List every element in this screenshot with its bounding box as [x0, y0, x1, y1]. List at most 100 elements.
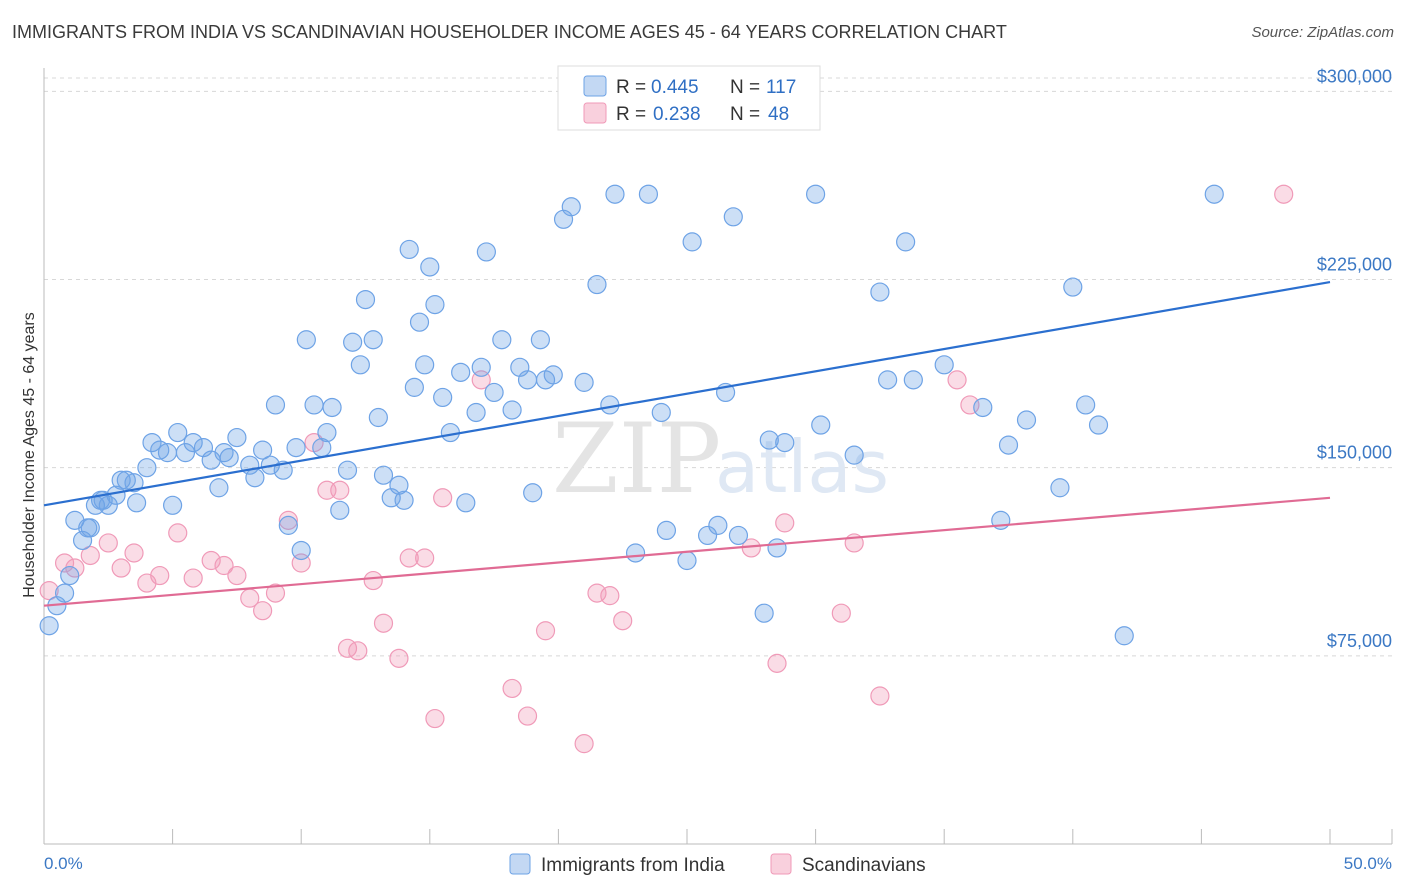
legend: R = 0.445 N = 117 R = 0.238 N = 48 — [557, 65, 821, 131]
india-point — [39, 616, 59, 636]
legend-india-r-label: R = — [616, 77, 646, 98]
india-point — [286, 438, 306, 458]
india-point — [163, 495, 183, 515]
india-point — [60, 565, 80, 586]
legend-scand-n-value: 48 — [768, 104, 789, 125]
y-axis-title: Householder Income Ages 45 - 64 years — [21, 312, 38, 598]
watermark-zip: ZIP — [552, 403, 721, 515]
india-point — [543, 365, 563, 385]
india-point — [767, 538, 787, 558]
india-point — [1063, 277, 1083, 297]
grid — [44, 77, 1392, 657]
india-point — [124, 473, 144, 493]
india-point — [1016, 410, 1037, 430]
scandinavians-point — [947, 370, 967, 390]
india-point — [373, 465, 394, 485]
india-point — [296, 330, 316, 350]
y-tick-label: $75,000 — [1327, 631, 1392, 651]
scandinavians-point — [265, 583, 286, 603]
india-point — [587, 274, 607, 295]
india-point — [844, 445, 864, 465]
india-point — [245, 468, 265, 488]
scandinavians-point — [54, 553, 75, 573]
india-point — [651, 402, 671, 423]
india-point — [1204, 184, 1224, 204]
india-point — [399, 239, 419, 260]
axes — [43, 68, 1393, 845]
india-point — [183, 432, 203, 453]
india-point — [1076, 395, 1096, 415]
india-point — [754, 603, 774, 623]
india-point — [1114, 626, 1134, 646]
india-point — [775, 432, 795, 453]
india-point — [697, 525, 718, 546]
india-point — [903, 370, 923, 390]
y-tick-label: $225,000 — [1317, 255, 1392, 275]
india-point — [219, 448, 239, 468]
bottom-legend-swatch-india — [509, 853, 531, 875]
x-tick-label-max: 50.0% — [1344, 854, 1392, 873]
india-point — [368, 407, 388, 428]
india-point — [253, 440, 273, 460]
india-point — [415, 355, 435, 375]
india-point — [420, 257, 440, 277]
legend-india-r-value: 0.445 — [651, 77, 699, 98]
legend-swatch-india — [583, 75, 607, 97]
india-point — [471, 357, 491, 377]
scandinavians-point — [389, 648, 409, 668]
india-point — [677, 550, 697, 571]
india-point — [433, 387, 453, 408]
scandinavians-point — [415, 548, 435, 568]
y-tick-label: $300,000 — [1317, 66, 1392, 86]
india-point — [998, 435, 1019, 455]
series-india-points — [39, 184, 1224, 646]
scandinavians-point — [201, 550, 221, 571]
india-point — [350, 355, 370, 375]
scandinavians-trend-line — [43, 496, 1331, 607]
india-point — [451, 362, 471, 382]
india-point — [523, 483, 543, 503]
india-point — [530, 330, 550, 350]
india-point — [389, 475, 409, 495]
india-point — [682, 232, 702, 252]
india-point — [278, 515, 298, 535]
scandinavians-point — [870, 686, 890, 706]
india-point — [168, 422, 188, 443]
india-point — [638, 184, 659, 204]
india-point — [723, 207, 743, 227]
india-point — [209, 478, 229, 498]
y-tick-label: $150,000 — [1317, 443, 1392, 463]
scandinavians-point — [399, 548, 419, 568]
india-point — [116, 470, 136, 490]
scandinavians-point — [767, 653, 787, 673]
india-point — [137, 458, 157, 478]
india-point — [896, 232, 916, 252]
india-point — [337, 460, 358, 480]
scandinavians-point — [330, 480, 350, 500]
scandinavians-point — [775, 513, 795, 533]
bottom-legend-india-label: Immigrants from India — [541, 855, 725, 876]
india-point — [98, 495, 118, 515]
india-point — [1050, 478, 1070, 498]
india-point — [574, 372, 594, 392]
scandinavians-point — [227, 565, 247, 586]
scandinavians-point — [150, 565, 170, 586]
india-point — [517, 370, 538, 390]
legend-india-n-label: N = — [730, 77, 760, 98]
india-point — [175, 443, 196, 463]
india-point — [126, 493, 147, 513]
legend-india-n-value: 117 — [766, 77, 796, 98]
scandinavians-point — [517, 706, 538, 726]
watermark-atlas: atlas — [715, 425, 889, 509]
india-point — [878, 370, 898, 390]
scandinavians-point — [373, 613, 394, 633]
india-point — [273, 460, 293, 480]
scandinavians-point — [98, 533, 118, 553]
india-point — [80, 518, 100, 538]
scandinavians-point — [111, 558, 131, 578]
india-point — [805, 184, 826, 204]
india-point — [425, 295, 445, 315]
bottom-legend-scand-label: Scandinavians — [802, 855, 926, 876]
india-point — [317, 422, 337, 443]
